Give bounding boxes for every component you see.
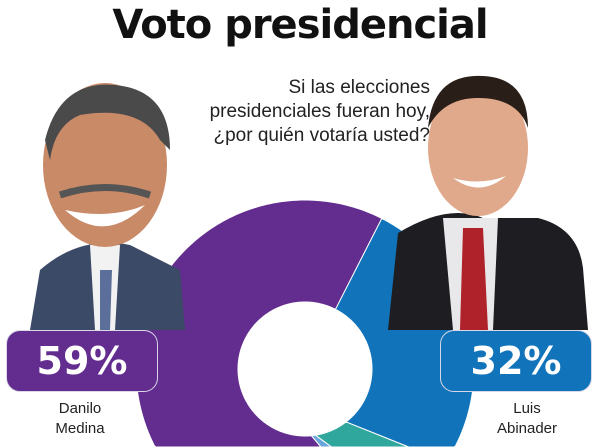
first-name: Danilo: [58, 400, 102, 417]
candidate-name-medina: Danilo Medina: [20, 399, 140, 439]
first-name: Luis: [513, 400, 541, 417]
last-name: Medina: [55, 420, 105, 437]
donut-slice-danilo-medina: [135, 199, 383, 448]
abinader-percentage-badge: 32%: [440, 330, 592, 392]
last-name: Abinader: [496, 420, 558, 437]
survey-question: Si las elecciones presidenciales fueran …: [209, 77, 430, 146]
luis-abinader-photo: [388, 75, 588, 330]
danilo-medina-photo: [30, 83, 185, 330]
page-title: Voto presidencial: [112, 2, 488, 48]
medina-percentage-badge: 59%: [6, 330, 158, 392]
candidate-name-abinader: Luis Abinader: [467, 399, 587, 439]
